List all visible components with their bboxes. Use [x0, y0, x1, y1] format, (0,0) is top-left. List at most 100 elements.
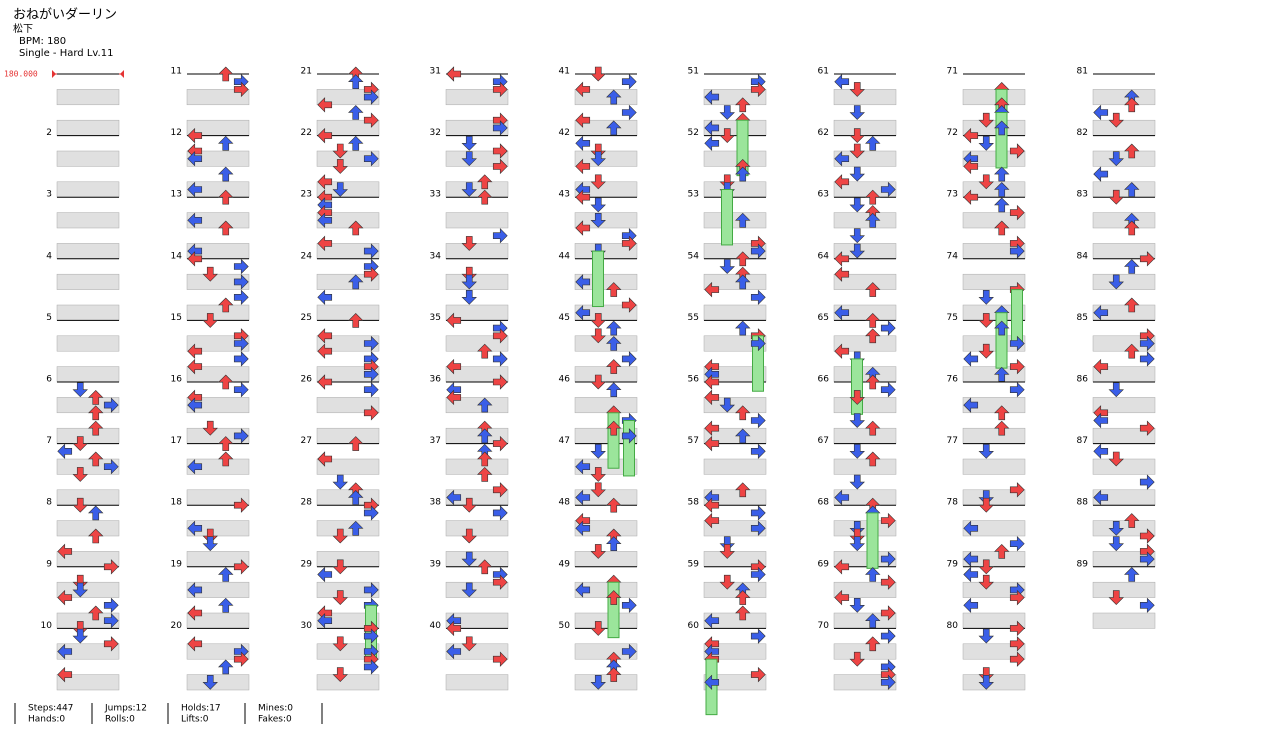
beat-band — [56, 427, 120, 444]
arrow — [865, 374, 881, 390]
arrow — [1009, 636, 1025, 652]
arrow — [233, 258, 249, 275]
arrow — [849, 536, 865, 552]
beat-band — [56, 520, 120, 537]
arrow — [1009, 143, 1025, 159]
beat-band — [316, 335, 380, 352]
arrow — [348, 312, 364, 328]
arrow — [57, 666, 73, 683]
arrow — [363, 659, 379, 675]
measure-number: 34 — [430, 251, 442, 261]
beat-band — [56, 643, 120, 660]
beat-band — [574, 397, 638, 414]
arrow — [72, 628, 88, 644]
beat-band — [833, 273, 897, 290]
measure-number: 28 — [301, 498, 313, 508]
measure-number: 67 — [818, 436, 829, 446]
beat-band — [574, 674, 638, 691]
measure-number: 29 — [301, 559, 313, 569]
arrow — [704, 435, 720, 452]
arrow — [963, 566, 979, 583]
measure-number: 72 — [947, 128, 958, 138]
arrow — [750, 566, 766, 583]
beat-band — [445, 458, 509, 475]
arrow — [978, 497, 994, 513]
beat-band — [574, 366, 638, 383]
arrow — [994, 197, 1010, 213]
arrow — [461, 551, 477, 567]
arrow — [621, 73, 637, 90]
arrow — [1108, 451, 1124, 467]
arrow — [865, 567, 881, 582]
arrow — [317, 343, 333, 359]
arrow — [590, 544, 606, 559]
arrow — [1009, 243, 1025, 259]
measure-number: 42 — [559, 128, 570, 138]
arrow — [606, 120, 622, 136]
arrow — [187, 636, 203, 652]
arrow — [865, 282, 881, 297]
arrow — [849, 528, 865, 544]
stat: Lifts:0 — [181, 715, 209, 725]
beat-band — [962, 643, 1026, 660]
arrow — [750, 412, 766, 429]
arrow — [590, 174, 606, 190]
measure-number: 32 — [430, 128, 441, 138]
measure-number: 48 — [559, 498, 571, 508]
arrow — [348, 220, 364, 236]
arrow — [735, 590, 751, 605]
arrow — [1009, 620, 1025, 637]
arrow — [218, 189, 234, 205]
measure-number: 57 — [688, 436, 699, 446]
arrow — [1108, 112, 1124, 128]
arrow — [963, 351, 979, 367]
bpm: BPM: 180 — [19, 36, 66, 47]
beat-band — [316, 273, 380, 290]
beat-band — [962, 520, 1026, 537]
arrow — [735, 605, 751, 621]
arrow — [978, 343, 994, 359]
arrow — [834, 251, 850, 267]
beat-band — [833, 643, 897, 660]
arrow — [719, 105, 735, 120]
measure-number: 8 — [46, 498, 52, 508]
arrow — [1009, 589, 1025, 606]
measure-number: 24 — [301, 251, 313, 261]
measure-number: 62 — [818, 128, 829, 138]
arrow — [735, 482, 751, 498]
beat-band — [703, 212, 767, 229]
arrow — [865, 212, 881, 228]
arrow — [606, 336, 622, 351]
arrow — [72, 467, 88, 482]
measure-number: 77 — [947, 436, 958, 446]
arrow — [834, 174, 850, 190]
beat-band — [445, 581, 509, 598]
arrow — [492, 505, 508, 521]
arrow — [187, 212, 203, 229]
arrow — [187, 127, 203, 144]
measure-number: 80 — [947, 621, 959, 631]
beat-band — [56, 304, 120, 321]
arrow — [103, 597, 119, 614]
measure-number: 84 — [1077, 251, 1089, 261]
beat-band — [1092, 273, 1156, 290]
arrow — [750, 335, 766, 352]
arrow — [1093, 358, 1109, 375]
arrow — [72, 582, 88, 598]
measure-number: 26 — [301, 375, 313, 385]
arrow — [865, 328, 881, 344]
beat-band — [703, 520, 767, 537]
arrow — [575, 520, 591, 537]
arrow — [978, 574, 994, 590]
arrow — [834, 73, 850, 90]
beat-band — [833, 674, 897, 691]
arrow — [849, 390, 865, 405]
beat-band — [56, 397, 120, 414]
beat-band — [186, 304, 250, 321]
arrow — [735, 320, 751, 336]
arrow — [317, 566, 333, 583]
arrow — [233, 351, 249, 367]
arrow — [461, 182, 477, 197]
measure-number: 6 — [46, 375, 52, 385]
arrow — [363, 335, 379, 352]
